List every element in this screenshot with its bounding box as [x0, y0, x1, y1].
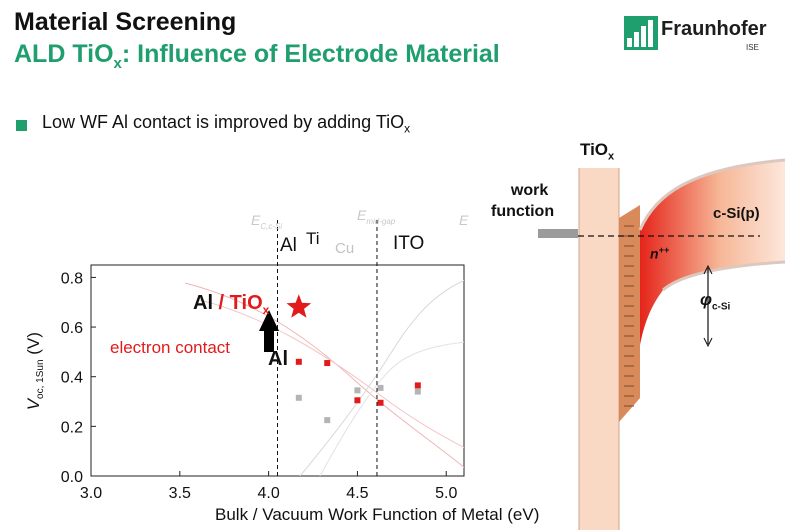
y-tick-label-0: 0.0	[61, 469, 83, 486]
subtitle-sub: x	[113, 55, 122, 72]
gap-states	[619, 205, 640, 422]
data-point-s1-2	[354, 387, 361, 394]
metal-contact	[538, 229, 578, 238]
x-tick-label-0: 3.0	[80, 485, 102, 502]
x-tick-label-4: 5.0	[435, 485, 457, 502]
x-tick-label-3: 4.5	[346, 485, 368, 502]
annotation-electron-contact: electron contact	[110, 338, 231, 357]
y-tick-label-1: 0.2	[61, 419, 83, 436]
npp-label: n++	[650, 245, 670, 262]
x-tick-label-1: 3.5	[169, 485, 191, 502]
y-tick-label-3: 0.6	[61, 320, 83, 337]
work-function-label: work function	[491, 182, 555, 220]
logo-name: Fraunhofer	[661, 18, 767, 40]
metal-label-ti: Ti	[306, 229, 320, 248]
logo-subtext: ISE	[746, 43, 759, 52]
bullet-sub: x	[404, 121, 411, 136]
annotation-al: Al	[268, 348, 288, 370]
slide-title: Material Screening	[14, 8, 237, 36]
ec-label: EC,c-Si	[251, 212, 283, 231]
csi-label: c-Si(p)	[713, 205, 760, 222]
subtitle-main: ALD TiO	[14, 40, 114, 68]
band-diagram	[538, 158, 786, 530]
emid-label: Emid-gap	[357, 207, 396, 226]
data-point-s1-4	[414, 388, 421, 395]
bullet-text: Low WF Al contact is improved by adding …	[42, 112, 410, 136]
metal-label-cu: Cu	[335, 240, 355, 257]
fraunhofer-logo: Fraunhofer ISE	[624, 14, 784, 64]
star-marker	[286, 294, 312, 318]
tiox-label: TiOx	[580, 140, 615, 163]
fraunhofer-logo-icon	[624, 16, 658, 50]
annotation-al-tiox: Al / TiOx	[193, 292, 270, 317]
metal-label-ito: ITO	[393, 233, 425, 254]
theory-curves	[184, 279, 464, 476]
y-tick-label-4: 0.8	[61, 270, 83, 287]
data-point-s0-4	[414, 382, 421, 389]
bullet-main: Low WF Al contact is improved by adding …	[42, 112, 405, 132]
y-tick-label-2: 0.4	[61, 370, 83, 387]
x-axis-label: Bulk / Vacuum Work Function of Metal (eV…	[215, 505, 540, 524]
phi-label: φc-Si	[700, 290, 731, 313]
bullet-square-icon	[16, 120, 27, 131]
slide-subtitle: ALD TiOx: Influence of Electrode Materia…	[14, 40, 500, 72]
data-point-s0-1	[324, 360, 331, 367]
y-axis-label: Voc, 1Sun (V)	[23, 332, 47, 411]
ev-label: E	[459, 212, 469, 228]
arrow-up	[259, 310, 279, 352]
subtitle-rest: : Influence of Electrode Material	[121, 40, 500, 68]
data-point-s1-3	[377, 384, 384, 391]
tiox-slab	[579, 168, 619, 530]
x-tick-label-2: 4.0	[257, 485, 279, 502]
data-point-s0-0	[295, 358, 302, 365]
data-point-s0-2	[354, 397, 361, 404]
metal-label-al: Al	[280, 235, 297, 256]
data-point-s1-1	[324, 417, 331, 424]
csi-band-region	[640, 160, 785, 345]
data-point-s0-3	[377, 399, 384, 406]
data-point-s1-0	[295, 394, 302, 401]
